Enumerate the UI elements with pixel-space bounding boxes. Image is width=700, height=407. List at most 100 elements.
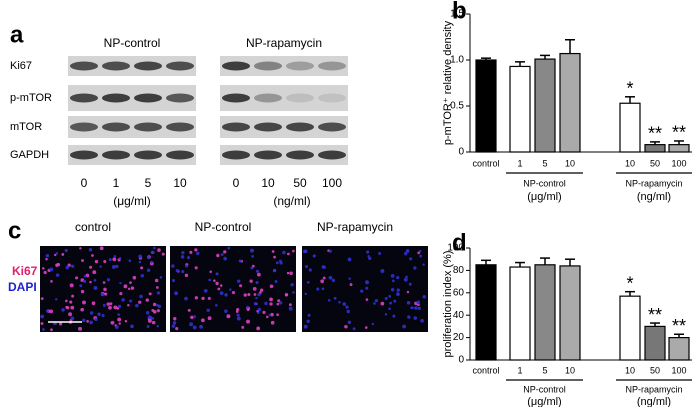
cell xyxy=(380,301,385,306)
panel-letter: c xyxy=(8,217,21,244)
cell xyxy=(181,270,185,274)
cell xyxy=(304,292,307,296)
cell xyxy=(109,302,113,306)
cell xyxy=(88,248,93,252)
cell xyxy=(115,325,119,329)
cell xyxy=(78,326,83,331)
bar xyxy=(559,52,581,153)
cell xyxy=(104,292,108,296)
cell xyxy=(303,324,308,329)
blot-band xyxy=(102,93,130,103)
cell xyxy=(392,279,395,283)
cell xyxy=(392,314,396,318)
cell xyxy=(275,261,279,265)
cell xyxy=(69,283,74,288)
blot-strip xyxy=(68,145,196,165)
cell xyxy=(194,266,198,270)
blot-row-label: p-mTOR xyxy=(10,92,52,104)
stain-label: Ki67 xyxy=(12,264,38,278)
cell xyxy=(227,246,231,250)
cell xyxy=(396,292,400,296)
cell xyxy=(247,292,251,297)
cell xyxy=(97,312,101,317)
cell xyxy=(406,290,410,294)
cell xyxy=(79,284,83,288)
cell xyxy=(328,275,333,280)
cell xyxy=(226,314,231,319)
lane-label: 100 xyxy=(322,176,342,190)
cell xyxy=(81,259,84,262)
cell xyxy=(406,301,411,305)
cell xyxy=(287,252,290,256)
cell xyxy=(253,293,257,296)
cell xyxy=(91,254,94,257)
cell xyxy=(50,280,53,283)
bar xyxy=(534,264,556,361)
cell xyxy=(147,256,151,259)
cell xyxy=(156,309,160,313)
cell xyxy=(128,259,132,262)
cell xyxy=(171,324,176,328)
x-tick-label: 10 xyxy=(565,365,575,375)
cell xyxy=(209,270,212,274)
lane-label: 10 xyxy=(173,176,187,190)
group-unit: (μg/ml) xyxy=(527,396,561,407)
cell xyxy=(331,278,336,283)
cell xyxy=(130,324,134,329)
cell xyxy=(189,250,193,254)
cell xyxy=(119,281,122,285)
cell xyxy=(138,254,143,259)
cell xyxy=(138,260,142,264)
cell xyxy=(250,248,254,253)
cell xyxy=(115,264,119,269)
cell xyxy=(89,311,94,315)
bar xyxy=(509,266,531,361)
cell xyxy=(279,261,283,265)
cell xyxy=(151,320,156,325)
cell xyxy=(276,313,279,317)
cell xyxy=(365,298,369,301)
cell xyxy=(278,301,283,305)
cell xyxy=(344,324,348,329)
cell xyxy=(384,296,388,301)
bar-chart: 0 0.5 1.0 1.5p-mTOR⁺ relative density contro… xyxy=(442,9,692,203)
cell xyxy=(154,278,159,283)
blot-strip xyxy=(68,116,196,138)
blot-band xyxy=(166,150,194,160)
blot-band xyxy=(134,61,162,71)
cell xyxy=(405,249,410,253)
cell xyxy=(55,263,59,267)
cell xyxy=(273,255,276,259)
group-unit: (μg/ml) xyxy=(527,191,561,203)
cell xyxy=(55,273,60,277)
cell xyxy=(42,328,45,331)
cell xyxy=(174,291,179,296)
x-tick-label: 5 xyxy=(542,158,547,168)
cell xyxy=(118,257,122,260)
cell xyxy=(156,325,159,328)
cell xyxy=(236,316,241,321)
blot-band xyxy=(222,150,250,160)
cell xyxy=(403,277,408,282)
y-axis-label: p-mTOR⁺ relative density xyxy=(442,20,454,145)
cell xyxy=(236,313,240,317)
cell xyxy=(49,267,54,272)
cell xyxy=(365,280,370,285)
cell xyxy=(152,302,157,307)
cell xyxy=(418,249,422,253)
bar xyxy=(644,325,666,361)
lane-label: 0 xyxy=(81,176,88,190)
cell xyxy=(257,292,261,297)
cell xyxy=(229,288,232,291)
cell xyxy=(304,264,309,269)
cell xyxy=(150,250,155,255)
panel-letter: d xyxy=(452,229,467,256)
cell xyxy=(224,309,228,313)
cell xyxy=(388,295,392,298)
western-blot: NP-control 0 1 5 10 (μg/ml) NP-rapamycin 0 10 50 1… xyxy=(10,36,348,208)
cell xyxy=(80,307,84,312)
cell xyxy=(89,280,92,284)
cell xyxy=(366,250,370,254)
group-label: NP-rapamycin xyxy=(625,384,682,394)
